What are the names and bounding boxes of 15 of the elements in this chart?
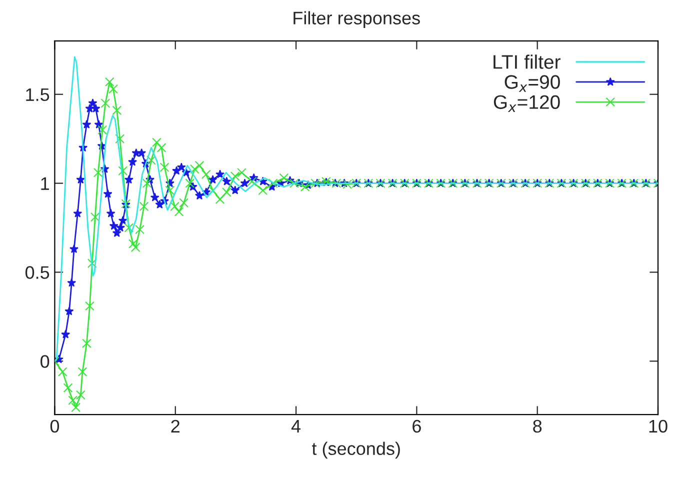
x-tick-label: 4 xyxy=(291,420,301,432)
y-tick-label: 1.5 xyxy=(26,88,50,102)
x-tick-label: 10 xyxy=(649,420,668,433)
x-axis-title: t (seconds) xyxy=(312,442,400,459)
legend-label: G$_{x}$=90 xyxy=(504,75,560,92)
y-tick-label: 0.5 xyxy=(25,266,50,279)
y-tick-label: 1 xyxy=(41,177,49,190)
y-tick-label: 0 xyxy=(40,355,50,368)
chart-title: Filter responses xyxy=(294,11,420,28)
x-tick-label: 8 xyxy=(533,420,542,433)
x-tick-label: 0 xyxy=(50,420,60,433)
x-tick-label: 2 xyxy=(171,420,180,432)
x-tick-label: 6 xyxy=(412,420,421,433)
legend-label: G$_{x}$=120 xyxy=(494,95,560,112)
legend-label: LTI filter xyxy=(494,54,560,69)
